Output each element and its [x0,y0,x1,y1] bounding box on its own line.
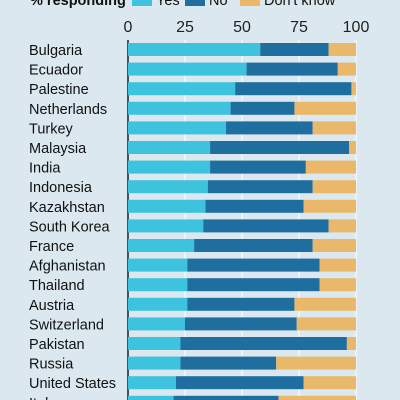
bar-segment [226,121,313,135]
bar-segment [276,356,356,370]
category-label: Malaysia [29,141,87,157]
bar-segment [128,180,208,194]
bar-segment [128,199,206,213]
legend-label: No [209,0,228,9]
bar-segment [294,297,356,311]
bar-segment [128,317,185,331]
bar-segment [205,199,304,213]
bar-segment [128,121,227,135]
bar-segment [235,82,352,96]
bar-segment [303,376,356,390]
bar-segment [278,395,356,400]
x-tick-label: 50 [233,19,251,36]
category-label: South Korea [29,219,111,235]
category-label: Ecuador [29,63,83,79]
bar-segment [230,101,295,115]
category-label: Turkey [29,121,74,137]
bar-segment [128,43,261,56]
bar-segment [128,141,211,154]
bar-segment [312,180,356,194]
category-label: Kazakhstan [29,200,105,216]
bar-segment [305,160,356,174]
bar-segment [187,278,320,292]
bar-segment [128,278,188,292]
bar-segment [185,317,297,331]
bar-segment [194,239,313,252]
bar-segment [128,82,236,96]
bar-segment [187,258,320,272]
bar-segment [128,356,181,370]
category-label: Austria [29,298,75,314]
bar-segment [175,376,304,390]
category-label: Switzerland [29,317,104,333]
bar-segment [337,62,356,76]
legend-swatch [240,0,260,6]
bar-segment [203,219,329,233]
bar-segment [246,62,338,76]
bar-segment [173,395,279,400]
bar-segment [128,62,247,76]
bar-segment [128,101,231,115]
bar-segment [128,376,176,390]
bar-segment [346,337,356,350]
bar-segment [128,337,181,350]
bar-segment [260,43,329,56]
bar-segment [128,297,188,311]
legend-swatch [132,0,152,6]
bar-segment [207,180,313,194]
legend-swatch [185,0,205,6]
bar-segment [180,356,277,370]
legend-label: Don't know [264,0,336,9]
category-label: Netherlands [29,102,107,118]
bar-segment [210,141,350,154]
bar-segment [319,278,356,292]
category-label: Palestine [29,82,89,98]
bar-segment [210,160,306,174]
category-label: Thailand [29,278,85,294]
bar-segment [312,239,356,252]
legend-label: Yes [156,0,180,9]
bar-segment [328,219,356,233]
bar-segment [128,219,204,233]
category-label: Pakistan [29,337,85,353]
legend-title: % responding [30,0,126,9]
category-label: Russia [29,357,74,373]
bar-segment [128,239,195,252]
bar-segment [294,101,356,115]
bar-segment [296,317,356,331]
x-tick-label: 100 [343,19,370,36]
bar-segment [328,43,356,56]
category-label: Indonesia [29,180,93,196]
bar-segment [180,337,347,350]
bar-segment [312,121,356,135]
bar-segment [128,160,211,174]
bar-segment [349,141,356,154]
category-label: Bulgaria [29,43,83,59]
bar-segment [351,82,356,96]
x-tick-label: 25 [176,19,194,36]
bar-segment [319,258,356,272]
category-label: Italy [29,396,56,400]
category-label: United States [29,376,116,392]
category-label: India [29,161,61,177]
bar-segment [128,258,188,272]
bar-segment [128,395,174,400]
category-label: Afghanistan [29,259,106,275]
bar-segment [187,297,295,311]
category-label: France [29,239,74,255]
bar-segment [303,199,356,213]
x-tick-label: 0 [124,19,133,36]
x-tick-label: 75 [290,19,308,36]
